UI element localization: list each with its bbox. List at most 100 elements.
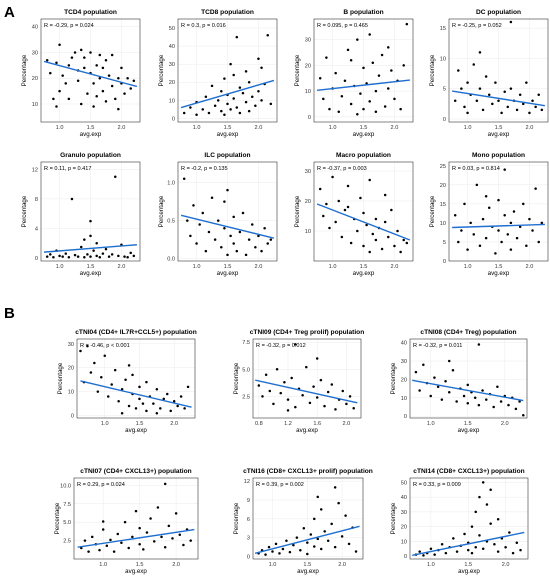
data-point xyxy=(163,545,167,549)
data-point xyxy=(478,87,482,90)
data-point xyxy=(460,229,463,232)
data-point xyxy=(444,551,448,555)
x-tick-label: 1.5 xyxy=(87,264,95,270)
x-tick-label: 1.2 xyxy=(284,421,292,427)
data-point xyxy=(387,87,390,90)
y-tick-label: 6 xyxy=(247,517,250,523)
data-point xyxy=(343,208,347,212)
data-point xyxy=(45,255,49,258)
y-tick-label: 10 xyxy=(401,539,407,545)
data-point xyxy=(145,409,148,413)
data-point xyxy=(257,90,260,93)
y-tick-label: 4 xyxy=(35,226,38,232)
data-point xyxy=(89,371,93,374)
y-axis-label: Percentage xyxy=(390,502,397,534)
y-tick-label: 8 xyxy=(35,197,38,203)
data-point xyxy=(368,100,371,103)
data-point xyxy=(104,58,108,62)
data-point xyxy=(330,383,334,386)
data-point xyxy=(223,113,226,117)
data-point xyxy=(124,378,127,381)
data-point xyxy=(368,33,371,36)
data-point xyxy=(251,223,254,226)
data-point xyxy=(301,394,304,397)
y-tick-label: 10 xyxy=(32,102,38,108)
data-point xyxy=(176,404,179,408)
y-axis-label: Percentage xyxy=(158,54,165,86)
data-point xyxy=(503,90,506,93)
data-point xyxy=(470,551,474,555)
data-point xyxy=(346,205,350,209)
data-point xyxy=(313,517,316,521)
data-point xyxy=(387,46,390,49)
data-point xyxy=(337,110,340,113)
data-point xyxy=(326,539,330,543)
data-point xyxy=(371,232,375,236)
correlation-stat: R = -0.25, p = 0.052 xyxy=(452,23,502,29)
data-point xyxy=(481,481,485,484)
data-point xyxy=(101,520,105,523)
data-point xyxy=(457,69,460,72)
regression-line xyxy=(180,214,275,239)
data-point xyxy=(174,512,178,515)
chart-ilc: ILC population 1.0 1.5 2.0 0.0 0.5 1.0 R = -0.2… xyxy=(158,152,278,277)
data-point xyxy=(83,539,87,542)
y-tick-label: 10 xyxy=(169,98,175,104)
data-point xyxy=(414,370,418,374)
x-tick-label: 1.0 xyxy=(101,421,109,427)
x-tick-label: 1.0 xyxy=(56,125,64,131)
data-point xyxy=(433,376,436,379)
x-tick-label: 0.8 xyxy=(255,421,263,427)
data-point xyxy=(87,550,90,553)
data-point xyxy=(117,399,120,403)
data-point xyxy=(257,384,261,387)
data-point xyxy=(374,89,378,93)
data-point xyxy=(160,535,163,539)
data-point xyxy=(312,385,315,388)
data-point xyxy=(131,373,134,377)
data-point xyxy=(98,53,102,57)
y-tick-label: 7.5 xyxy=(63,502,71,508)
data-point xyxy=(331,175,334,179)
data-point xyxy=(260,249,263,253)
correlation-stat: R = -0.2, p = 0.135 xyxy=(181,166,228,172)
data-point xyxy=(134,407,138,410)
chart-title: Granulo population xyxy=(60,152,121,159)
data-point xyxy=(95,242,98,245)
x-axis-label: avg.exp xyxy=(125,568,147,575)
data-point xyxy=(489,522,492,525)
data-point xyxy=(260,99,263,102)
data-point xyxy=(207,230,211,234)
y-tick-label: 0 xyxy=(247,554,250,560)
data-point xyxy=(52,97,55,101)
data-point xyxy=(112,550,116,553)
data-point xyxy=(499,400,503,403)
plot-frame xyxy=(409,338,528,419)
data-point xyxy=(156,506,160,509)
data-point xyxy=(308,401,312,405)
data-point xyxy=(534,105,537,109)
y-tick-label: 20 xyxy=(169,80,175,86)
data-point xyxy=(138,385,141,389)
data-point xyxy=(506,233,510,236)
data-point xyxy=(104,247,108,251)
y-tick-label: 40 xyxy=(32,25,38,31)
regression-line xyxy=(77,528,195,548)
data-point xyxy=(487,206,491,209)
data-point xyxy=(334,408,337,411)
y-axis-label: Percentage xyxy=(429,195,436,227)
panel-letter-b: B xyxy=(4,305,15,322)
data-point xyxy=(204,249,208,253)
data-point xyxy=(440,398,444,401)
data-point xyxy=(152,540,156,543)
chart-tcd4: TCD4 population 1.0 1.5 2.0 10 20 30 40 R = -0.2… xyxy=(21,9,141,138)
x-tick-label: 2.0 xyxy=(255,264,263,270)
data-point xyxy=(145,531,149,534)
regression-line xyxy=(44,244,137,253)
data-point xyxy=(362,66,365,70)
y-tick-label: 20 xyxy=(305,199,311,205)
data-point xyxy=(67,97,71,101)
y-tick-label: 0 xyxy=(404,414,407,420)
data-point xyxy=(167,524,171,528)
chart-macro: Macro population 1.0 1.5 2.0 10 20 30 R = -0.37… xyxy=(294,152,414,277)
